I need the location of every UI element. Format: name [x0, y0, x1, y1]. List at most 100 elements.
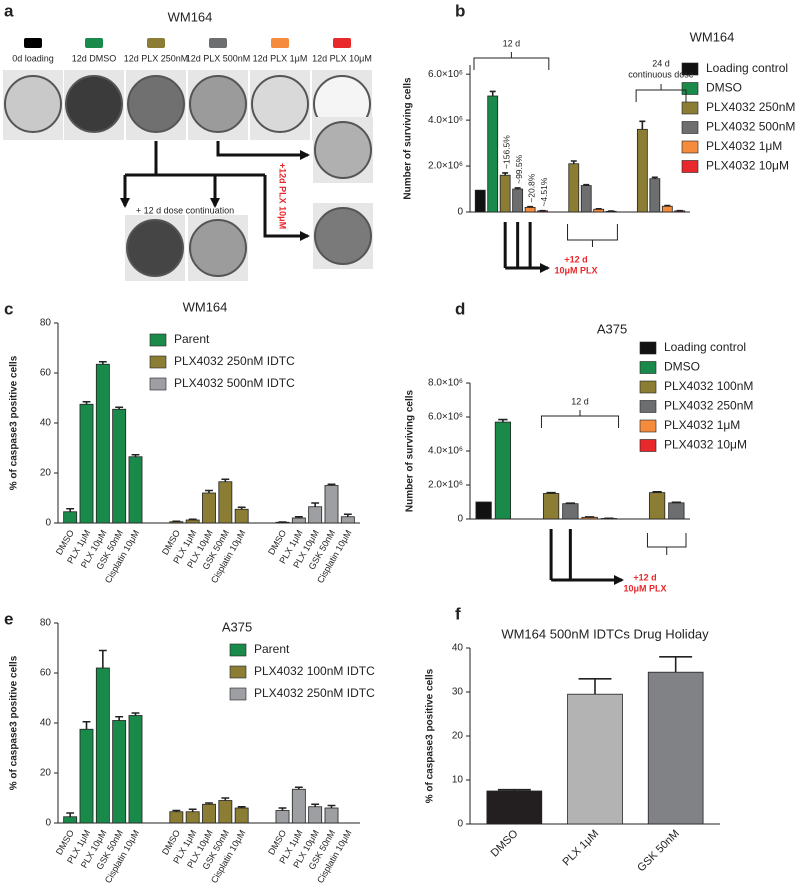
- error-bar: [502, 172, 509, 176]
- bar: [308, 806, 323, 824]
- well-label: 0d loading: [12, 53, 54, 63]
- error-bar: [221, 797, 230, 801]
- y-tick-label: 4.0×10⁶: [428, 115, 463, 126]
- well-image: [189, 219, 247, 277]
- y-tick-label: 80: [40, 318, 52, 329]
- bar: [580, 185, 592, 213]
- panel-letter: b: [455, 1, 465, 20]
- well-image: [4, 75, 62, 133]
- y-axis-label: Number of surviving cells: [405, 389, 416, 512]
- well-label: 12d PLX 10μM: [312, 53, 372, 63]
- well-image: [314, 207, 372, 265]
- legend-label: PLX4032 250nM IDTC: [254, 686, 375, 700]
- bar: [185, 519, 200, 524]
- bar: [593, 208, 605, 213]
- well-label: 12d DMSO: [72, 53, 117, 63]
- error-bar: [497, 788, 531, 791]
- legend-label: PLX4032 1μM: [706, 139, 782, 153]
- bracket: [635, 84, 687, 102]
- bar: [562, 503, 579, 520]
- well-image: [126, 219, 184, 277]
- arrow: [216, 141, 310, 160]
- y-tick-label: 0: [457, 514, 463, 525]
- y-tick-label: 20: [452, 731, 464, 742]
- well-swatch: [147, 38, 165, 48]
- error-bar: [131, 712, 140, 716]
- legend-swatch: [681, 140, 699, 154]
- panel-letter: a: [4, 1, 14, 20]
- error-bar: [664, 204, 671, 207]
- y-axis-label: % of caspase3 positive cells: [9, 355, 20, 490]
- bracket: [567, 224, 618, 247]
- annotation: 24 d: [652, 58, 670, 68]
- legend-label: PLX4032 100nM: [664, 379, 753, 393]
- error-bar: [82, 720, 91, 730]
- error-bar: [205, 802, 213, 805]
- legend-swatch: [681, 160, 699, 173]
- y-tick-label: 20: [40, 468, 52, 479]
- panel-letter: f: [455, 604, 461, 623]
- legend-swatch: [639, 361, 657, 374]
- error-bar: [131, 453, 140, 457]
- bar: [512, 188, 524, 213]
- error-bar: [659, 656, 693, 673]
- legend-swatch: [681, 121, 699, 134]
- bar: [324, 485, 339, 524]
- bar: [648, 492, 666, 520]
- y-axis-label: % of caspase3 positive cells: [425, 668, 436, 803]
- error-bar: [115, 406, 124, 410]
- legend-swatch: [639, 380, 657, 394]
- bar: [668, 502, 685, 520]
- well-image: [189, 75, 247, 133]
- legend-swatch: [681, 101, 699, 115]
- legend-swatch: [149, 377, 167, 391]
- y-tick-label: 10: [452, 775, 464, 786]
- bracket: [473, 52, 550, 70]
- panel-letter: e: [4, 609, 13, 628]
- bar: [63, 816, 78, 824]
- legend-label: PLX4032 500nM: [706, 120, 795, 134]
- bar: [486, 790, 543, 825]
- legend-label: PLX4032 500nM IDTC: [174, 376, 295, 390]
- error-bar: [188, 808, 197, 812]
- y-tick-label: 6.0×10⁶: [428, 69, 463, 80]
- well-swatch: [333, 38, 351, 48]
- annotation: 10μM PLX: [554, 265, 597, 275]
- well-image: [127, 75, 185, 133]
- bar: [218, 481, 233, 524]
- legend-swatch: [639, 419, 657, 433]
- bar-note: ~20.8%: [526, 173, 536, 203]
- bar: [661, 205, 673, 213]
- legend-swatch: [229, 643, 247, 657]
- annotation: 12 d: [571, 396, 589, 406]
- chart-title: A375: [222, 619, 252, 634]
- arrow: [263, 175, 310, 241]
- well-label: 12d PLX 250nM: [124, 53, 189, 63]
- annotation: 10μM PLX: [623, 583, 666, 593]
- error-bar: [66, 812, 75, 817]
- bar: [494, 421, 512, 520]
- error-bar: [651, 176, 658, 179]
- y-tick-label: 0: [45, 518, 51, 529]
- bar: [128, 456, 143, 524]
- y-tick-label: 0: [457, 207, 463, 218]
- bar: [234, 807, 249, 824]
- bar: [340, 516, 355, 524]
- error-bar: [327, 804, 336, 808]
- y-tick-label: 4.0×10⁶: [428, 446, 463, 457]
- error-bar: [652, 491, 662, 493]
- y-tick-label: 40: [452, 643, 464, 654]
- error-bar: [172, 809, 181, 812]
- chart-title: WM164 500nM IDTCs Drug Holiday: [501, 626, 709, 641]
- bracket: [646, 533, 687, 555]
- bar-note: ~156.5%: [501, 135, 511, 169]
- continuation-note: + 12 d dose continuation: [136, 205, 234, 215]
- legend-swatch: [639, 439, 657, 452]
- error-bar: [82, 400, 91, 405]
- bar-note: ~4.51%: [539, 177, 549, 207]
- bar: [499, 174, 511, 213]
- panel-title: WM164: [168, 9, 213, 24]
- error-bar: [115, 715, 124, 721]
- error-bar: [311, 502, 320, 507]
- error-bar: [583, 183, 590, 186]
